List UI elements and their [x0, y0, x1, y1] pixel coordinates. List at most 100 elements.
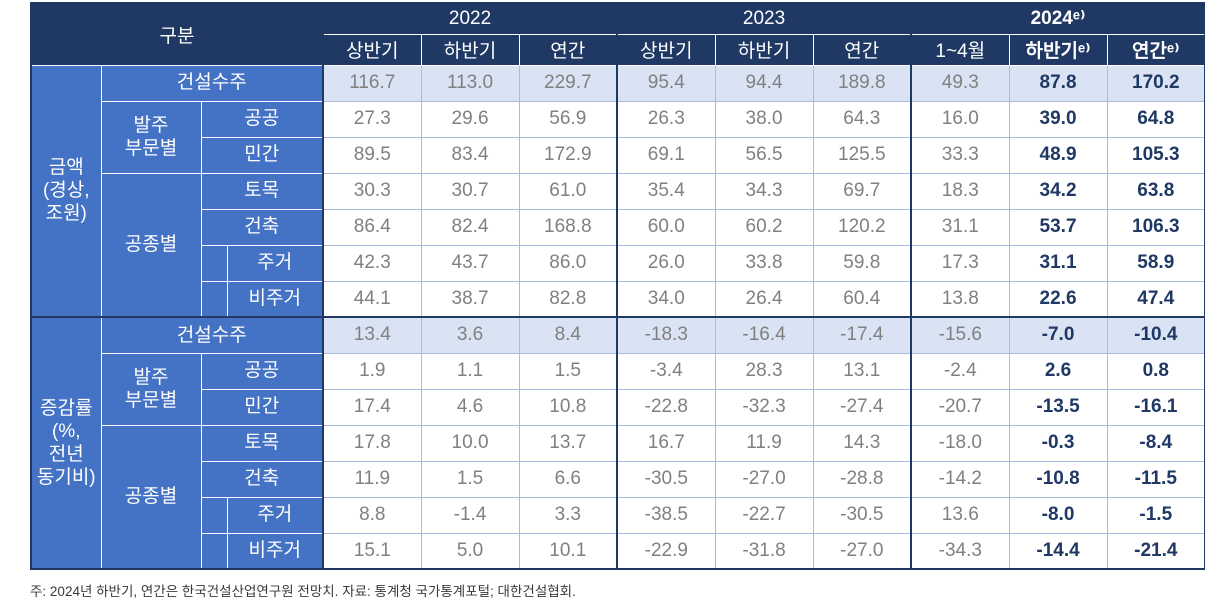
data-cell: 69.1	[616, 136, 716, 174]
data-cell: 33.3	[910, 136, 1010, 174]
data-cell: 49.3	[910, 64, 1010, 102]
data-cell: 26.4	[714, 280, 814, 318]
data-cell: -38.5	[616, 496, 716, 534]
data-cell: -0.3	[1008, 424, 1108, 462]
data-cell: 8.8	[322, 496, 422, 534]
data-cell: 64.8	[1106, 100, 1205, 138]
data-cell: -21.4	[1106, 532, 1205, 570]
table-row: 발주 부문별 공공 1.9 1.1 1.5 -3.4 28.3 13.1 -2.…	[31, 352, 1205, 426]
period-header: 연간	[518, 33, 618, 66]
data-cell: -27.0	[714, 460, 814, 498]
data-cell: -27.0	[812, 532, 912, 570]
data-cell: 2.6	[1008, 352, 1108, 390]
data-cell: 172.9	[518, 136, 618, 174]
data-cell: -1.4	[420, 496, 520, 534]
data-cell: 13.6	[910, 496, 1010, 534]
data-cell: -28.8	[812, 460, 912, 498]
row-label: 주거	[226, 496, 324, 534]
data-cell: 1.1	[420, 352, 520, 390]
row-label: 건축	[200, 208, 324, 246]
table-row: 금액 (경상, 조원) 건설수주 116.7 113.0 229.7 95.4 …	[30, 64, 1205, 318]
row-label: 토목	[200, 424, 324, 462]
data-cell: 86.0	[518, 244, 618, 282]
data-cell: -18.3	[616, 316, 716, 354]
data-cell: 10.0	[420, 424, 520, 462]
data-cell: 56.5	[714, 136, 814, 174]
data-cell: 0.8	[1106, 352, 1205, 390]
table-row: 공종별 토목 17.8 10.0 13.7 16.7 11.9 14.3 -18…	[31, 424, 1205, 570]
data-cell: -8.4	[1106, 424, 1205, 462]
data-cell: -16.4	[714, 316, 814, 354]
data-cell: 31.1	[910, 208, 1010, 246]
data-cell: 42.3	[322, 244, 422, 282]
table-row: 주거 42.3 43.7 86.0 26.0 33.8 59.8 17.3 31…	[31, 244, 1205, 282]
data-cell: -22.7	[714, 496, 814, 534]
data-cell: -10.4	[1106, 316, 1205, 354]
data-cell: 6.6	[518, 460, 618, 498]
period-header-forecast: 하반기ᵉ⁾	[1008, 33, 1108, 66]
data-cell: 1.5	[420, 460, 520, 498]
group-label: 공종별	[100, 424, 202, 570]
row-label: 건설수주	[100, 316, 324, 354]
spacer-cell	[200, 532, 228, 570]
row-label: 건축	[200, 460, 324, 498]
data-cell: -32.3	[714, 388, 814, 426]
data-cell: 30.3	[322, 172, 422, 210]
data-cell: 17.3	[910, 244, 1010, 282]
data-cell: 28.3	[714, 352, 814, 390]
data-cell: 13.8	[910, 280, 1010, 318]
period-header: 하반기	[714, 33, 814, 66]
data-cell: 120.2	[812, 208, 912, 246]
data-cell: 33.8	[714, 244, 814, 282]
data-cell: -22.9	[616, 532, 716, 570]
data-cell: 60.2	[714, 208, 814, 246]
data-cell: -22.8	[616, 388, 716, 426]
data-cell: 47.4	[1106, 280, 1205, 318]
data-cell: 43.7	[420, 244, 520, 282]
data-cell: -31.8	[714, 532, 814, 570]
data-cell: 5.0	[420, 532, 520, 570]
period-header: 1~4월	[910, 33, 1010, 66]
data-cell: 3.6	[420, 316, 520, 354]
data-cell: 18.3	[910, 172, 1010, 210]
data-cell: 10.8	[518, 388, 618, 426]
row-label: 민간	[200, 388, 324, 426]
data-cell: 69.7	[812, 172, 912, 210]
data-cell: -7.0	[1008, 316, 1108, 354]
table-header: 구분 2022 2023 2024ᵉ⁾ 상반기 하반기 연간 상반기 하반기 연…	[30, 2, 1205, 66]
data-cell: -18.0	[910, 424, 1010, 462]
data-cell: 30.7	[420, 172, 520, 210]
data-cell: -2.4	[910, 352, 1010, 390]
data-cell: 38.7	[420, 280, 520, 318]
data-cell: 60.0	[616, 208, 716, 246]
data-cell: 86.4	[322, 208, 422, 246]
data-cell: 125.5	[812, 136, 912, 174]
data-cell: 17.4	[322, 388, 422, 426]
footnote: 주: 2024년 하반기, 연간은 한국건설산업연구원 전망치. 자료: 통계청…	[30, 584, 576, 599]
year-header-row: 구분 2022 2023 2024ᵉ⁾	[30, 2, 1205, 66]
data-cell: -16.1	[1106, 388, 1205, 426]
data-cell: 22.6	[1008, 280, 1108, 318]
data-cell: -17.4	[812, 316, 912, 354]
section-label-amount: 금액 (경상, 조원)	[30, 64, 102, 318]
data-cell: 56.9	[518, 100, 618, 138]
data-cell: 26.3	[616, 100, 716, 138]
data-cell: 10.1	[518, 532, 618, 570]
data-cell: 53.7	[1008, 208, 1108, 246]
spacer-cell	[200, 496, 228, 534]
data-cell: -14.2	[910, 460, 1010, 498]
data-cell: -27.4	[812, 388, 912, 426]
data-cell: -13.5	[1008, 388, 1108, 426]
table-row: 비주거 44.1 38.7 82.8 34.0 26.4 60.4 13.8 2…	[31, 280, 1205, 318]
data-cell: 113.0	[420, 64, 520, 102]
row-label: 주거	[226, 244, 324, 282]
row-label: 비주거	[226, 280, 324, 318]
table-row: 비주거 15.1 5.0 10.1 -22.9 -31.8 -27.0 -34.…	[31, 532, 1205, 570]
data-cell: -11.5	[1106, 460, 1205, 498]
data-cell: 11.9	[714, 424, 814, 462]
row-label: 공공	[200, 100, 324, 138]
data-cell: 116.7	[322, 64, 422, 102]
data-cell: 8.4	[518, 316, 618, 354]
data-cell: 64.3	[812, 100, 912, 138]
data-cell: -34.3	[910, 532, 1010, 570]
